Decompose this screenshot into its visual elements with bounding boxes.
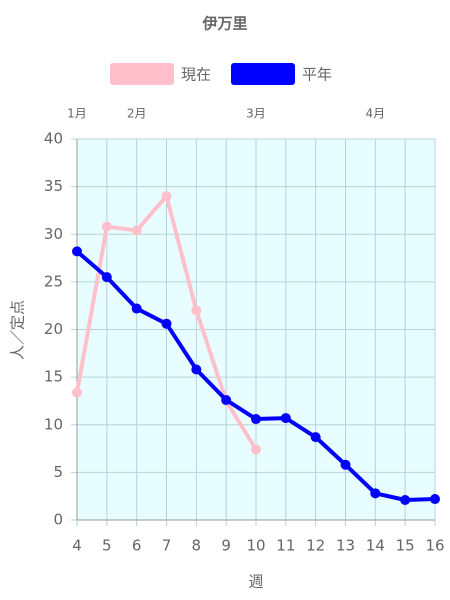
y-tick-label: 40 [44,130,63,148]
data-point [131,303,142,314]
x-tick-label: 16 [425,537,444,555]
data-point [251,414,261,425]
x-tick-label: 15 [396,537,415,555]
x-tick-label: 11 [276,537,295,555]
data-point [221,394,232,405]
x-tick-label: 7 [162,537,172,555]
data-point [72,246,82,257]
x-tick-label: 13 [336,537,355,555]
data-point [310,432,321,443]
data-point [101,272,112,283]
data-point [191,364,202,375]
legend-swatch [110,63,174,85]
legend-label: 平年 [302,66,332,84]
y-axis-label: 人／定点 [9,300,27,360]
data-point [430,494,440,505]
chart-title: 伊万里 [201,15,247,33]
x-tick-label: 10 [246,537,265,555]
data-point [72,387,82,398]
month-label: 4月 [366,107,386,121]
x-tick-label: 9 [221,537,231,555]
data-point [161,318,172,329]
x-tick-label: 6 [132,537,142,555]
y-tick-label: 30 [44,225,63,243]
data-point [101,221,112,232]
data-point [280,413,291,424]
x-tick-label: 12 [306,537,325,555]
data-point [191,305,202,316]
legend-label: 現在 [181,66,211,84]
y-tick-label: 35 [44,177,63,195]
data-point [340,459,351,470]
x-tick-label: 4 [72,537,82,555]
data-point [370,488,381,499]
x-axis-label: 週 [248,573,263,591]
month-label: 3月 [246,107,266,121]
legend-swatch [231,63,295,85]
x-tick-label: 5 [102,537,112,555]
month-label: 1月 [67,107,87,121]
y-tick-label: 5 [53,463,63,481]
data-point [131,225,142,236]
y-tick-label: 20 [44,320,63,338]
y-tick-label: 10 [44,415,63,433]
data-point [161,191,172,202]
data-point [400,494,411,505]
y-tick-label: 15 [44,368,63,386]
month-label: 2月 [127,107,147,121]
x-tick-label: 14 [366,537,385,555]
y-tick-label: 0 [53,511,63,529]
y-tick-label: 25 [44,272,63,290]
x-tick-label: 8 [192,537,202,555]
data-point [251,444,261,455]
